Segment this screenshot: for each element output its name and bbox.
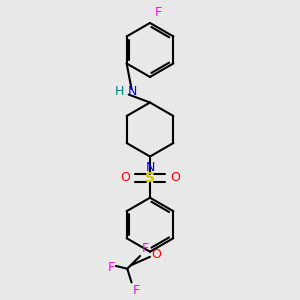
Text: N: N xyxy=(145,161,155,174)
Text: F: F xyxy=(142,242,148,254)
Text: F: F xyxy=(154,6,161,19)
Text: N: N xyxy=(127,85,136,98)
Text: O: O xyxy=(120,171,130,184)
Text: S: S xyxy=(145,171,155,185)
Text: F: F xyxy=(132,284,140,296)
Text: H: H xyxy=(115,85,124,98)
Text: O: O xyxy=(170,171,180,184)
Text: O: O xyxy=(152,248,161,261)
Text: F: F xyxy=(107,261,115,274)
